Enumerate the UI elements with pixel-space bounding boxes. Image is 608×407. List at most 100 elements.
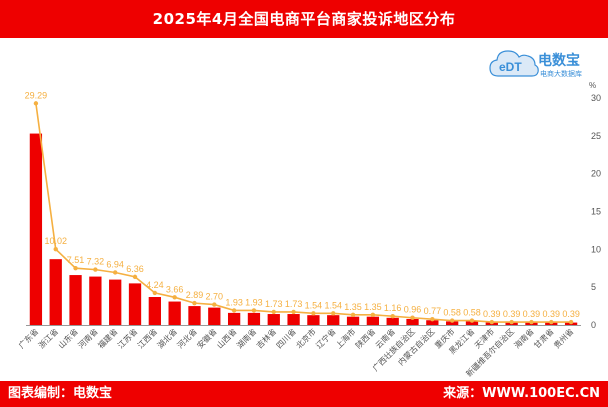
- line-point-16: [331, 311, 336, 316]
- x-tick-8: 湖北省: [155, 326, 179, 350]
- line-series: [33, 101, 574, 325]
- footer: 图表编制：电数宝 来源：WWW.100EC.CN: [0, 381, 608, 407]
- bar-16: [327, 315, 340, 325]
- y-tick-20: 20: [591, 169, 601, 179]
- bar-9: [188, 306, 201, 325]
- line-point-8: [172, 295, 177, 300]
- y-tick-0: 0: [591, 320, 596, 330]
- x-tick-9: 河北省: [175, 326, 199, 350]
- value-label-13: 1.73: [265, 299, 283, 309]
- chart-title: 2025年4月全国电商平台商家投诉地区分布: [152, 10, 456, 28]
- x-tick-17: 上海市: [333, 326, 357, 350]
- x-tick-26: 海南省: [512, 326, 536, 350]
- line-point-9: [192, 300, 197, 306]
- value-label-25: 0.39: [503, 309, 521, 319]
- line-point-13: [271, 309, 276, 315]
- x-tick-12: 湖南省: [234, 326, 258, 350]
- value-label-18: 1.35: [364, 302, 382, 312]
- x-tick-11: 山西省: [214, 326, 238, 350]
- value-label-9: 2.89: [186, 290, 204, 300]
- value-label-10: 2.70: [206, 292, 224, 302]
- bar-17: [346, 316, 360, 325]
- chart: 29.29 10.027.51 7.32 6.94 6.364.24 3.662.89 2.…: [16, 81, 601, 379]
- bar-13: [267, 314, 280, 325]
- value-label-16: 1.54: [324, 300, 342, 310]
- value-label-2: 10.02: [44, 236, 67, 246]
- value-label-1: 29.29: [25, 90, 48, 100]
- line-point-24: [489, 319, 495, 325]
- value-label-11: 1.93: [225, 297, 243, 307]
- value-label-12: 1.93: [245, 297, 263, 307]
- line-point-14: [291, 309, 296, 315]
- logo-tagline: 电商大数据库: [540, 70, 582, 78]
- line-point-1: [33, 101, 39, 106]
- x-axis: 广东省浙江省山东省河南省福建省江苏省江西省湖北省河北省安徽省山西省湖南省吉林省四…: [16, 325, 581, 379]
- value-label-14: 1.73: [285, 299, 303, 309]
- line-point-11: [231, 308, 237, 313]
- x-tick-6: 江苏省: [115, 326, 139, 350]
- x-tick-7: 江西省: [135, 326, 159, 350]
- line-point-26: [529, 319, 534, 325]
- bar-8: [168, 301, 181, 325]
- logo-brand: 电数宝: [538, 53, 580, 69]
- value-label-8: 3.66: [166, 284, 184, 294]
- value-label-5: 6.94: [106, 259, 124, 269]
- x-tick-1: 广东省: [16, 326, 40, 350]
- chart-title-banner: 2025年4月全国电商平台商家投诉地区分布: [0, 0, 608, 38]
- line-point-23: [469, 318, 475, 323]
- line-point-7: [152, 290, 158, 296]
- bar-10: [208, 307, 221, 325]
- y-axis: 0 5 10 15 20 25 30%: [589, 81, 601, 330]
- value-label-26: 0.39: [523, 309, 541, 319]
- bar-4: [89, 276, 102, 325]
- x-tick-4: 河南省: [76, 326, 100, 350]
- footer-source: 来源：WWW.100EC.CN: [443, 386, 600, 401]
- bar-1: [29, 133, 43, 325]
- value-label-15: 1.54: [305, 300, 323, 310]
- bar-12: [247, 312, 261, 325]
- bar-14: [287, 314, 300, 325]
- value-label-19: 1.16: [384, 303, 402, 313]
- value-label-24: 0.39: [483, 309, 501, 319]
- x-tick-2: 浙江省: [36, 326, 60, 350]
- y-tick-30: 30: [591, 93, 601, 103]
- line-point-21: [430, 316, 435, 322]
- line-point-2: [53, 246, 58, 252]
- value-label-27: 0.39: [543, 309, 561, 319]
- bar-2: [49, 259, 62, 325]
- value-label-3: 7.51: [67, 255, 85, 265]
- line-point-15: [311, 311, 316, 316]
- bar-series: [29, 133, 578, 325]
- line-point-6: [132, 274, 138, 280]
- value-label-20: 0.96: [404, 305, 422, 315]
- x-tick-10: 安徽省: [195, 326, 219, 350]
- bar-19: [386, 317, 399, 325]
- value-label-22: 0.58: [443, 308, 461, 318]
- line-point-20: [410, 315, 415, 320]
- bar-5: [109, 279, 122, 325]
- line-point-5: [112, 270, 118, 275]
- x-tick-15: 北京市: [294, 326, 318, 350]
- line-point-3: [73, 265, 78, 271]
- line-point-10: [212, 302, 217, 307]
- value-label-4: 7.32: [87, 257, 105, 267]
- y-tick-25: 25: [591, 131, 601, 141]
- y-tick-5: 5: [591, 282, 596, 292]
- logo-mark: eDT: [499, 60, 522, 74]
- line-point-18: [370, 312, 376, 317]
- line-point-27: [549, 319, 554, 325]
- series-line: [35, 103, 572, 323]
- bar-15: [307, 315, 320, 325]
- cloud-logo-icon: eDT: [489, 50, 539, 77]
- bar-6: [128, 283, 142, 325]
- line-point-22: [449, 318, 455, 323]
- value-label-17: 1.35: [344, 302, 362, 312]
- line-point-12: [251, 308, 257, 313]
- bar-11: [227, 312, 241, 325]
- value-label-21: 0.77: [424, 306, 442, 316]
- bar-20: [406, 318, 419, 325]
- bar-21: [426, 320, 439, 325]
- line-point-25: [509, 319, 514, 325]
- x-tick-18: 陕西省: [353, 326, 377, 350]
- logo: eDT 电数宝 电商大数据库: [488, 46, 600, 82]
